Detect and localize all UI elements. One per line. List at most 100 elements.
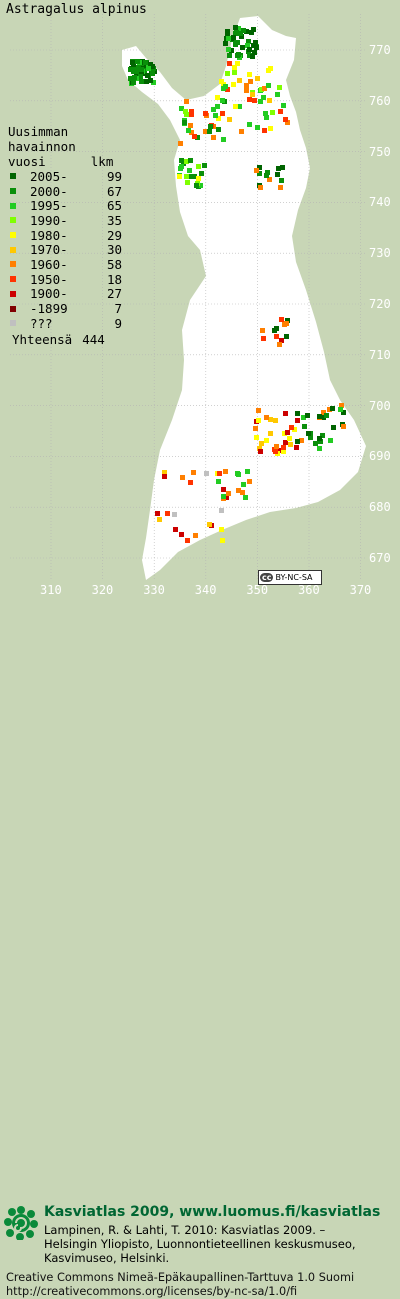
record-dot: [186, 128, 191, 133]
record-dot: [251, 27, 256, 32]
record-dot: [255, 125, 260, 130]
record-dot: [236, 488, 241, 493]
record-dot: [195, 135, 200, 140]
legend-item: 2000- 67: [8, 184, 122, 199]
record-dot: [262, 128, 267, 133]
record-dot: [257, 165, 262, 170]
record-dot: [295, 411, 300, 416]
record-dot: [221, 494, 226, 499]
record-dot: [211, 107, 216, 112]
record-dot: [256, 418, 261, 423]
cc-icon: cc: [260, 573, 274, 582]
record-dot: [313, 441, 318, 446]
record-dot: [254, 435, 259, 440]
legend-item-label: ???: [30, 315, 53, 331]
record-dot: [227, 53, 232, 58]
record-dot: [196, 164, 201, 169]
record-dot: [292, 427, 297, 432]
record-dot: [261, 95, 266, 100]
record-dot: [150, 71, 155, 76]
record-dot: [330, 406, 335, 411]
record-dot: [229, 48, 234, 53]
record-dot: [245, 469, 250, 474]
legend-item: 1995- 65: [8, 198, 122, 213]
record-dot: [258, 99, 263, 104]
record-dot: [267, 98, 272, 103]
legend-item: 1980- 29: [8, 228, 122, 243]
license-badge[interactable]: cc BY-NC-SA: [258, 570, 322, 585]
record-dot: [266, 83, 271, 88]
record-dot: [231, 35, 236, 40]
legend-item-count: 99: [106, 168, 122, 184]
record-dot: [283, 440, 288, 445]
record-dot: [317, 414, 322, 419]
record-dot: [338, 407, 343, 412]
record-dot: [148, 78, 153, 83]
footer: Kasviatlas 2009, www.luomus.fi/kasviatla…: [0, 600, 400, 1298]
record-dot: [211, 135, 216, 140]
northing-tick-label: 750: [369, 144, 391, 159]
record-dot: [285, 318, 290, 323]
record-dot: [327, 407, 332, 412]
legend-swatch: [10, 173, 16, 180]
record-dot: [219, 508, 224, 513]
record-dot: [289, 425, 294, 430]
record-dot: [287, 436, 292, 441]
legend-item-label: -1899: [30, 301, 68, 317]
citation: Lampinen, R. & Lahti, T. 2010: Kasviatla…: [44, 1223, 394, 1265]
record-dot: [252, 98, 257, 103]
record-dot: [241, 482, 246, 487]
record-dot: [215, 104, 220, 109]
easting-tick-label: 350: [246, 583, 269, 597]
record-dot: [281, 449, 286, 454]
atlas-title[interactable]: Kasviatlas 2009, www.luomus.fi/kasviatla…: [44, 1204, 381, 1220]
record-dot: [235, 61, 240, 66]
record-dot: [262, 86, 267, 91]
license-line-2[interactable]: http://creativecommons.org/licenses/by-n…: [6, 1285, 298, 1298]
license-line-1: Creative Commons Nimeä-Epäkaupallinen-Ta…: [6, 1271, 355, 1284]
record-dot: [162, 470, 167, 475]
record-dot: [261, 336, 266, 341]
record-dot: [225, 87, 230, 92]
record-dot: [189, 109, 194, 114]
record-dot: [225, 71, 230, 76]
easting-tick-label: 340: [194, 583, 217, 597]
northing-tick-label: 670: [369, 551, 391, 565]
record-dot: [279, 317, 284, 322]
record-dot: [252, 50, 257, 55]
legend-total-label: Yhteensä: [12, 331, 73, 347]
northing-tick-label: 720: [369, 297, 391, 311]
record-dot: [233, 104, 238, 109]
record-dot: [157, 517, 162, 522]
record-dot: [257, 171, 262, 176]
record-dot: [192, 134, 197, 139]
record-dot: [295, 439, 300, 444]
record-dot: [216, 116, 221, 121]
record-dot: [187, 168, 192, 173]
record-dot: [285, 120, 290, 125]
legend-swatch: [10, 232, 16, 239]
record-dot: [248, 79, 253, 84]
legend-heading-3: vuosi lkm: [8, 154, 114, 169]
legend-item-label: 1900-: [30, 286, 68, 302]
record-dot: [184, 174, 189, 179]
record-dot: [165, 511, 170, 516]
record-dot: [207, 129, 212, 134]
record-dot: [216, 127, 221, 132]
record-dot: [264, 173, 269, 178]
legend-swatch: [10, 188, 16, 195]
legend-item-label: 1950-: [30, 271, 68, 287]
record-dot: [247, 122, 252, 127]
record-dot: [258, 449, 263, 454]
record-dot: [244, 29, 249, 34]
legend-rows: 2005- 99 2000- 67 1995- 65 1990- 35 1980- 29 1970-…: [8, 169, 122, 331]
record-dot: [259, 87, 264, 92]
record-dot: [219, 527, 224, 532]
northing-tick-label: 700: [369, 398, 391, 413]
legend-item-label: 1990-: [30, 212, 68, 228]
record-dot: [215, 95, 220, 100]
legend-item-label: 1980-: [30, 227, 68, 243]
record-dot: [237, 104, 242, 109]
record-dot: [172, 512, 177, 517]
record-dots: [128, 25, 346, 543]
